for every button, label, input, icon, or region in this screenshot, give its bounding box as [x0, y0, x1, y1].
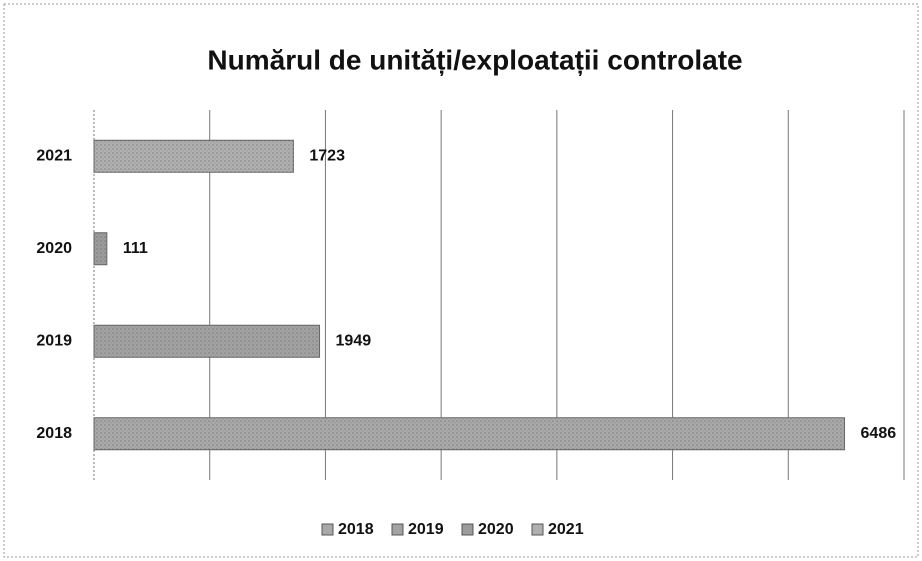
legend-label: 2020 [478, 521, 514, 538]
y-tick-label: 2021 [36, 147, 72, 164]
y-tick-label: 2018 [36, 425, 72, 442]
chart-title: Numărul de unități/exploatații controlat… [207, 44, 742, 75]
value-label: 111 [123, 240, 148, 257]
bar-texture [94, 232, 107, 265]
bar-texture [94, 140, 294, 173]
chart-border [3, 3, 919, 558]
value-label: 1949 [336, 332, 372, 349]
legend-label: 2018 [338, 521, 374, 538]
legend-swatch [321, 523, 334, 536]
y-tick-label: 2020 [36, 240, 72, 257]
legend-swatch [461, 523, 474, 536]
legend-swatch [531, 523, 544, 536]
bar-texture [94, 325, 320, 358]
legend-label: 2021 [548, 521, 584, 538]
legend-swatch [391, 523, 404, 536]
value-label: 1723 [309, 147, 345, 164]
value-label: 6486 [861, 425, 897, 442]
legend-label: 2019 [408, 521, 444, 538]
bar-texture [94, 417, 845, 450]
y-tick-label: 2019 [36, 332, 72, 349]
